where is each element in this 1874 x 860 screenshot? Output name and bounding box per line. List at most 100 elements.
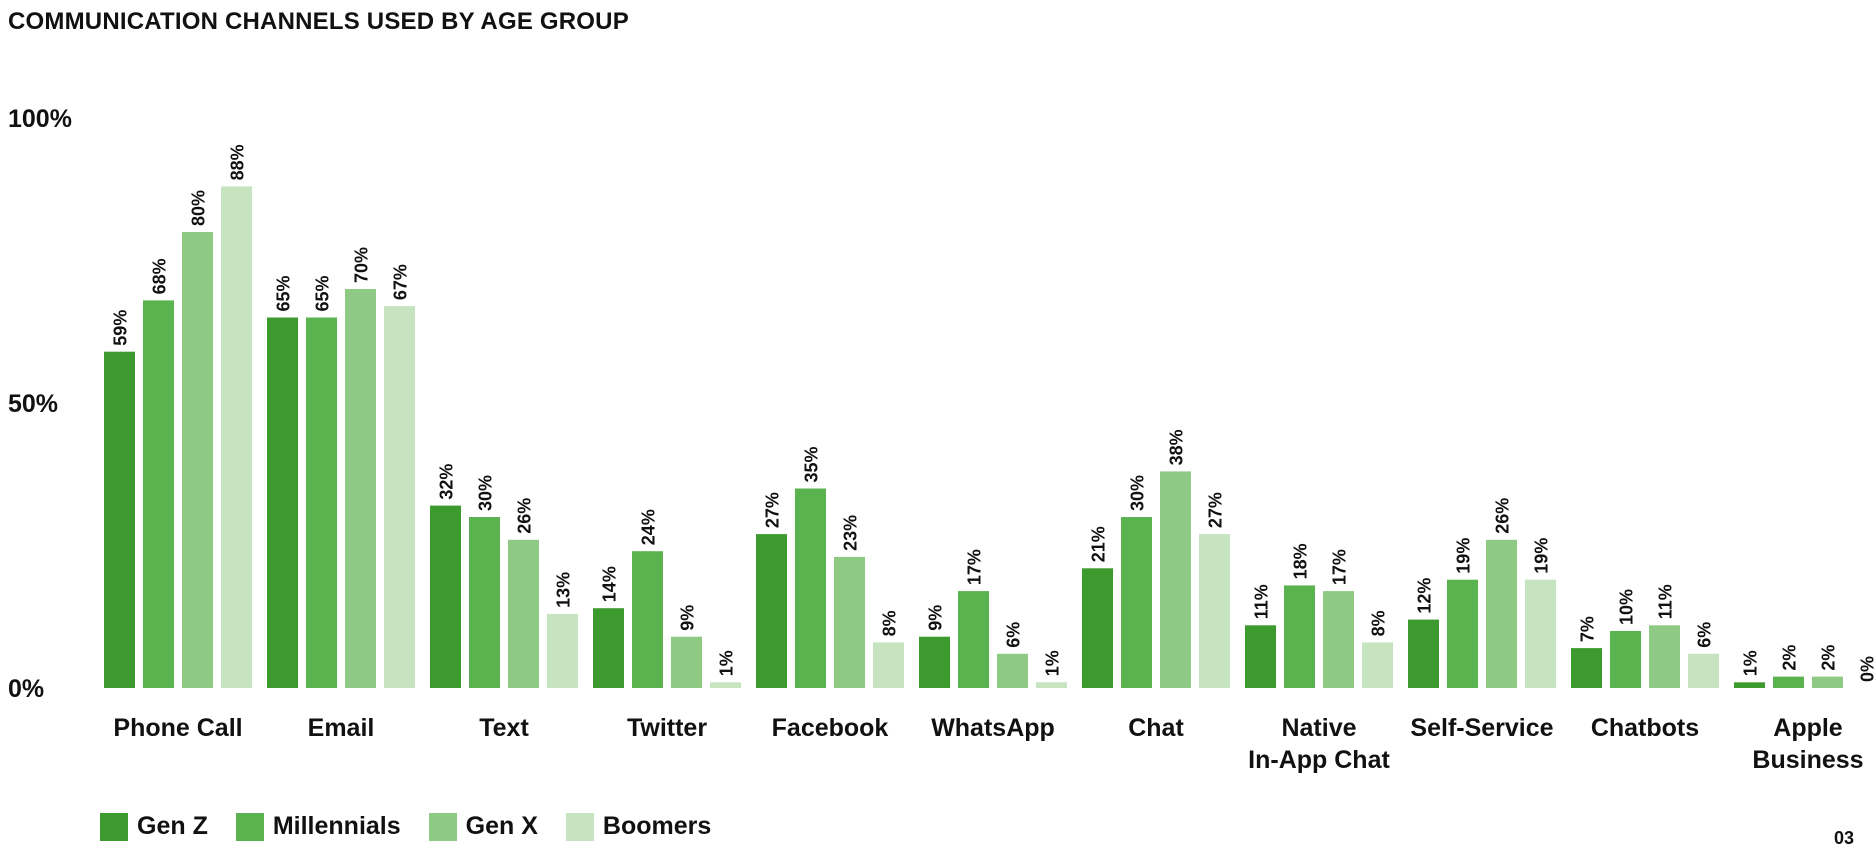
data-label: 9% bbox=[678, 605, 698, 631]
legend-swatch bbox=[100, 812, 128, 841]
data-label: 27% bbox=[1206, 492, 1226, 528]
category-label: Native In-App Chat bbox=[1248, 714, 1390, 774]
data-label: 17% bbox=[965, 549, 985, 585]
data-label: 88% bbox=[228, 144, 248, 180]
y-tick-label: 50% bbox=[8, 390, 58, 418]
data-label: 38% bbox=[1167, 429, 1187, 465]
legend-item: Gen Z bbox=[100, 812, 208, 841]
bar bbox=[919, 636, 950, 688]
data-label: 59% bbox=[111, 310, 131, 346]
data-label: 19% bbox=[1532, 538, 1552, 574]
data-label: 1% bbox=[717, 650, 737, 676]
bar bbox=[469, 517, 500, 688]
data-label: 12% bbox=[1415, 578, 1435, 614]
data-label: 67% bbox=[391, 264, 411, 300]
data-label: 80% bbox=[189, 190, 209, 226]
bar bbox=[1773, 676, 1804, 688]
bar bbox=[306, 317, 337, 688]
data-label: 11% bbox=[1252, 584, 1272, 619]
category-label: Chat bbox=[1128, 714, 1184, 742]
data-label: 0% bbox=[1858, 656, 1874, 682]
bar bbox=[1486, 539, 1517, 688]
bar bbox=[182, 232, 213, 688]
bar bbox=[1036, 682, 1067, 688]
category-label: Apple Business bbox=[1752, 714, 1863, 774]
data-label: 70% bbox=[352, 247, 372, 283]
bar bbox=[547, 613, 578, 688]
data-label: 6% bbox=[1004, 622, 1024, 648]
bar bbox=[834, 556, 865, 688]
data-label: 30% bbox=[1128, 475, 1148, 511]
category-label: Self-Service bbox=[1410, 714, 1553, 742]
legend-swatch bbox=[428, 812, 457, 841]
bar bbox=[1649, 625, 1680, 688]
data-label: 24% bbox=[639, 509, 659, 545]
bar bbox=[671, 636, 702, 688]
legend-item: Boomers bbox=[565, 812, 712, 841]
data-label: 19% bbox=[1454, 538, 1474, 574]
bar bbox=[795, 488, 826, 688]
data-label: 1% bbox=[1741, 650, 1761, 676]
bar bbox=[345, 289, 376, 688]
data-label: 7% bbox=[1578, 616, 1598, 642]
category-label: Email bbox=[308, 714, 375, 742]
legend-label: Gen Z bbox=[137, 812, 208, 840]
data-label: 26% bbox=[1493, 498, 1513, 534]
bar bbox=[873, 642, 904, 688]
bar bbox=[1734, 682, 1765, 688]
legend-label: Boomers bbox=[602, 812, 712, 840]
bar bbox=[1082, 568, 1113, 688]
data-label: 1% bbox=[1043, 650, 1063, 676]
data-label: 17% bbox=[1330, 549, 1350, 585]
page-number: 03 bbox=[1833, 828, 1854, 848]
data-label: 21% bbox=[1089, 526, 1109, 562]
bar bbox=[221, 186, 252, 688]
bars bbox=[104, 186, 1843, 688]
x-axis: Phone Call Email Text Twitter Facebook WhatsA… bbox=[113, 714, 1863, 774]
data-label: 68% bbox=[150, 258, 170, 294]
bar bbox=[1323, 591, 1354, 688]
data-label: 26% bbox=[515, 498, 535, 534]
data-label: 65% bbox=[313, 275, 333, 311]
bar bbox=[430, 505, 461, 688]
bar bbox=[384, 306, 415, 688]
data-label: 23% bbox=[841, 515, 861, 551]
legend: Gen Z Millennials Gen X Boomers bbox=[100, 812, 739, 841]
bar bbox=[1447, 579, 1478, 688]
data-label: 14% bbox=[600, 566, 620, 602]
bar bbox=[1362, 642, 1393, 688]
data-label: 13% bbox=[554, 572, 574, 608]
data-label: 6% bbox=[1695, 622, 1715, 648]
legend-swatch bbox=[565, 812, 594, 841]
legend-label: Millennials bbox=[272, 812, 401, 840]
bar bbox=[958, 591, 989, 688]
bar bbox=[1571, 648, 1602, 688]
bar bbox=[1245, 625, 1276, 688]
bar bbox=[1812, 676, 1843, 688]
y-tick-label: 100% bbox=[8, 105, 72, 133]
category-label: Text bbox=[479, 714, 529, 742]
bar bbox=[997, 653, 1028, 688]
data-label: 30% bbox=[476, 475, 496, 511]
data-labels: 59% 68% 80% 88% 65% 65% 70% 67% 32% 30% 26% 13% 14% 2… bbox=[111, 144, 1874, 682]
data-label: 10% bbox=[1617, 589, 1637, 625]
bar bbox=[1525, 579, 1556, 688]
bar bbox=[508, 539, 539, 688]
category-label: Phone Call bbox=[113, 714, 242, 742]
category-label: WhatsApp bbox=[931, 714, 1055, 742]
data-label: 8% bbox=[880, 610, 900, 636]
data-label: 11% bbox=[1656, 584, 1676, 619]
bar bbox=[593, 608, 624, 688]
data-label: 18% bbox=[1291, 543, 1311, 579]
legend-item: Millennials bbox=[235, 812, 401, 841]
category-label: Facebook bbox=[772, 714, 889, 742]
y-axis: 0% 50% 100% bbox=[8, 105, 72, 703]
data-label: 8% bbox=[1369, 610, 1389, 636]
data-label: 27% bbox=[763, 492, 783, 528]
legend-label: Gen X bbox=[465, 812, 538, 840]
category-label: Twitter bbox=[627, 714, 707, 742]
data-label: 65% bbox=[274, 275, 294, 311]
legend-swatch bbox=[235, 812, 264, 841]
bar bbox=[143, 300, 174, 688]
